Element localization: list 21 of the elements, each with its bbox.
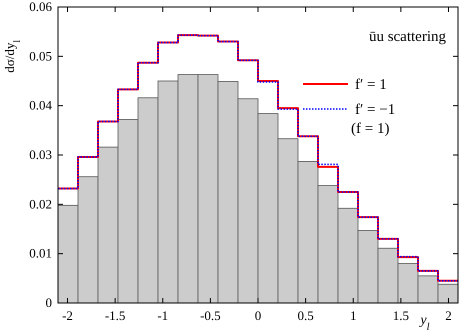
- x-tick-label: -1.5: [104, 308, 126, 323]
- legend-label: f′ = −1: [355, 102, 396, 118]
- x-axis-title: y$_{l}$: [418, 313, 430, 332]
- y-tick-label: 0: [46, 295, 52, 310]
- x-tick-label: 1.5: [392, 308, 409, 323]
- legend-title: ūu scattering: [368, 29, 446, 45]
- legend-label: f′ = 1: [355, 77, 387, 93]
- x-tick-label: 2: [445, 308, 452, 323]
- y-tick-label: 0.06: [29, 0, 52, 14]
- x-tick-label: -0.5: [200, 308, 221, 323]
- y-tick-label: 0.04: [29, 98, 52, 113]
- x-tick-label: -1: [157, 308, 168, 323]
- y-tick-label: 0.03: [29, 147, 52, 162]
- x-tick-label: 1: [350, 308, 356, 323]
- y-tick-label: 0.05: [29, 48, 52, 64]
- annotation: (f = 1): [351, 121, 390, 137]
- x-tick-label: 0.5: [297, 308, 314, 323]
- x-tick-label: -2: [62, 308, 73, 323]
- y-tick-label: 0.02: [29, 196, 52, 212]
- y-tick-label: 0.01: [29, 246, 52, 261]
- x-tick-label: 0: [254, 308, 262, 323]
